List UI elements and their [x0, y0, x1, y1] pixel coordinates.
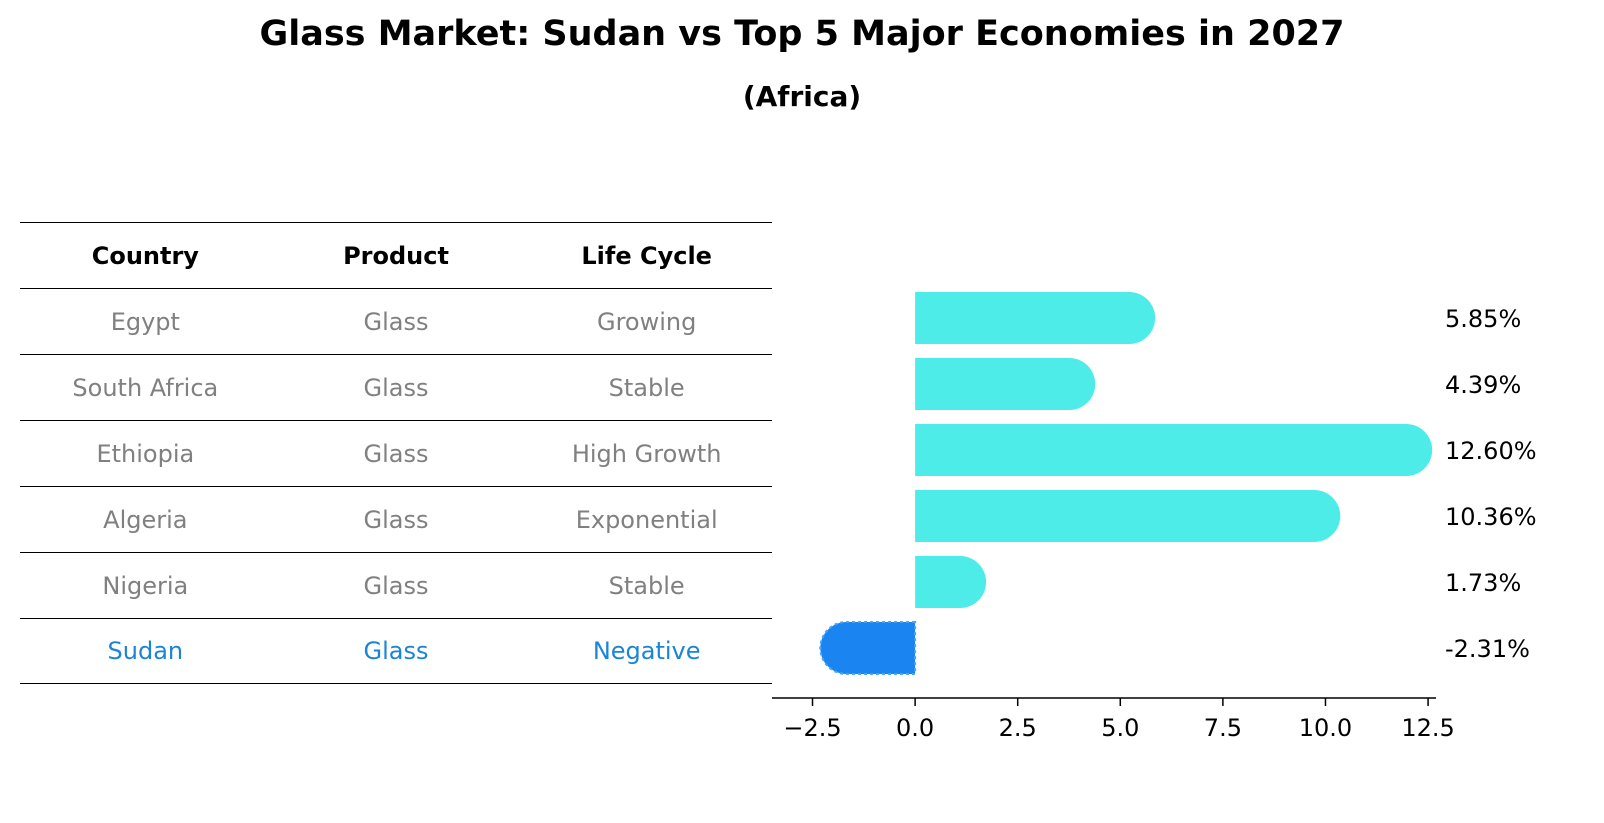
bar-sudan [819, 621, 917, 675]
cell-country: South Africa [72, 373, 219, 402]
bar-nigeria [915, 556, 987, 608]
table-row: Egypt Glass Growing [20, 288, 772, 354]
bar-egypt [915, 292, 1156, 344]
header-product: Product [343, 241, 449, 270]
value-label: 4.39% [1445, 371, 1521, 399]
x-tick-label: 10.0 [1299, 714, 1352, 742]
cell-life-cycle: Growing [596, 307, 697, 336]
cell-country: Algeria [103, 505, 188, 534]
cell-product: Glass [363, 373, 429, 402]
x-tick-label: 2.5 [999, 714, 1037, 742]
cell-country: Sudan [107, 637, 184, 665]
cell-life-cycle: Stable [608, 571, 685, 600]
value-label: 12.60% [1445, 437, 1537, 465]
cell-life-cycle: High Growth [571, 439, 722, 468]
x-tick-label: −2.5 [783, 714, 841, 742]
cell-life-cycle: Exponential [575, 505, 718, 534]
bar-south-africa [915, 358, 1096, 410]
chart-subtitle: (Africa) [742, 80, 862, 113]
value-label: 5.85% [1445, 305, 1521, 333]
x-tick-label: 5.0 [1101, 714, 1139, 742]
cell-product: Glass [363, 571, 429, 600]
table-row: Ethiopia Glass High Growth [20, 420, 772, 486]
cell-product: Glass [363, 505, 429, 534]
x-tick-label: 0.0 [896, 714, 934, 742]
table-row: Algeria Glass Exponential [20, 486, 772, 552]
bar-ethiopia [915, 424, 1433, 476]
bar-algeria [915, 490, 1341, 542]
data-table: Country Product Life Cycle Egypt Glass G… [20, 222, 772, 684]
cell-country: Egypt [110, 307, 180, 336]
table-row-highlight: Sudan Glass Negative [20, 618, 772, 684]
value-label: 1.73% [1445, 569, 1521, 597]
value-label: 10.36% [1445, 503, 1537, 531]
chart-title: Glass Market: Sudan vs Top 5 Major Econo… [259, 14, 1345, 54]
cell-product: Glass [363, 439, 429, 468]
header-life-cycle: Life Cycle [581, 241, 712, 270]
cell-product: Glass [363, 637, 429, 665]
value-label: -2.31% [1445, 635, 1530, 663]
cell-life-cycle: Negative [592, 637, 701, 665]
x-tick-label: 7.5 [1204, 714, 1242, 742]
x-tick-label: 12.5 [1401, 714, 1454, 742]
cell-country: Nigeria [102, 571, 189, 600]
bar-chart: 5.85% 4.39% 12.60% 10.36% 1.73% -2.31% −2.5 0.0… [772, 292, 1537, 742]
table-header-row: Country Product Life Cycle [20, 222, 772, 288]
table-row: Nigeria Glass Stable [20, 552, 772, 618]
cell-life-cycle: Stable [608, 373, 685, 402]
table-row: South Africa Glass Stable [20, 354, 772, 420]
header-country: Country [91, 241, 199, 270]
cell-country: Ethiopia [96, 439, 195, 468]
cell-product: Glass [363, 307, 429, 336]
